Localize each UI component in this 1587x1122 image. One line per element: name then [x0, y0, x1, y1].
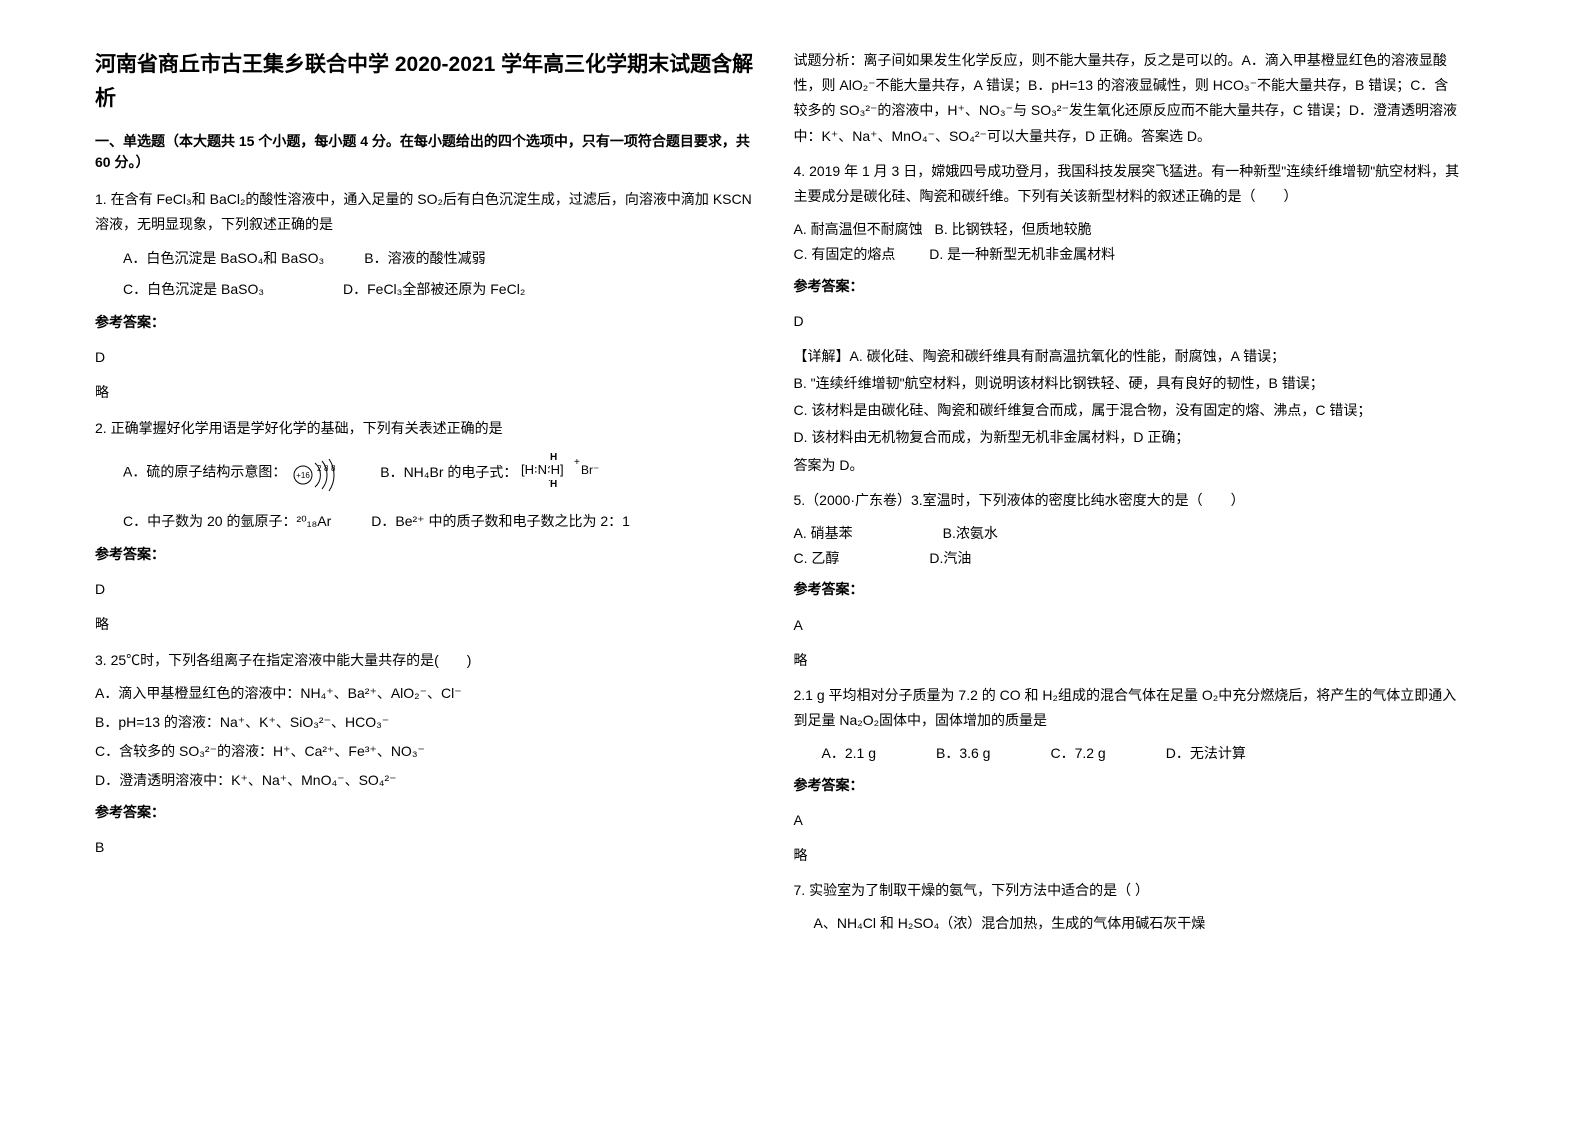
question-6: 2.1 g 平均相对分子质量为 7.2 的 CO 和 H₂组成的混合气体在足量 …: [794, 683, 1463, 868]
left-column: 河南省商丘市古王集乡联合中学 2020-2021 学年高三化学期末试题含解析 一…: [95, 48, 794, 1074]
q5-explanation: 略: [794, 648, 1463, 673]
q5-optB: B.浓氨水: [943, 521, 998, 546]
svg-text:+: +: [574, 457, 580, 468]
q5-answer-label: 参考答案：: [794, 577, 1463, 602]
q6-text: 2.1 g 平均相对分子质量为 7.2 的 CO 和 H₂组成的混合气体在足量 …: [794, 683, 1463, 733]
q6-answer-label: 参考答案：: [794, 773, 1463, 798]
q6-optB: B．3.6 g: [936, 741, 990, 766]
q4-exp5: 答案为 D。: [794, 453, 1463, 478]
q2-optA: A．硫的原子结构示意图： +16 2 8 8: [123, 451, 340, 495]
q3-optB: B．pH=13 的溶液：Na⁺、K⁺、SiO₃²⁻、HCO₃⁻: [95, 710, 764, 735]
q3-text: 3. 25℃时，下列各组离子在指定溶液中能大量共存的是( ): [95, 648, 764, 673]
q2-optC: C．中子数为 20 的氩原子：²⁰₁₈Ar: [123, 509, 331, 534]
q6-optD: D．无法计算: [1166, 741, 1246, 766]
q1-explanation: 略: [95, 380, 764, 405]
q3-optD: D．澄清透明溶液中：K⁺、Na⁺、MnO₄⁻、SO₄²⁻: [95, 768, 764, 793]
q2-optA-text: A．硫的原子结构示意图：: [123, 463, 286, 479]
q7-text: 7. 实验室为了制取干燥的氨气，下列方法中适合的是（ ）: [794, 878, 1463, 903]
q4-answer-label: 参考答案：: [794, 274, 1463, 299]
q5-row1: A. 硝基苯 B.浓氨水: [794, 521, 1463, 546]
q4-optC: C. 有固定的熔点: [794, 246, 896, 262]
q3-answer: B: [95, 835, 764, 860]
section-header: 一、单选题（本大题共 15 个小题，每小题 4 分。在每小题给出的四个选项中，只…: [95, 131, 764, 173]
exam-title: 河南省商丘市古王集乡联合中学 2020-2021 学年高三化学期末试题含解析: [95, 48, 764, 115]
svg-text:[H꞉N꞉H]: [H꞉N꞉H]: [521, 462, 564, 477]
q1-optA: A．白色沉淀是 BaSO₄和 BaSO₃: [123, 246, 324, 271]
q4-row2: C. 有固定的熔点 D. 是一种新型无机非金属材料: [794, 242, 1463, 267]
q2-options: A．硫的原子结构示意图： +16 2 8 8: [95, 449, 764, 534]
svg-text:2: 2: [317, 464, 322, 473]
question-1: 1. 在含有 FeCl₃和 BaCl₂的酸性溶液中，通入足量的 SO₂后有白色沉…: [95, 187, 764, 405]
right-column: 试题分析：离子间如果发生化学反应，则不能大量共存，反之是可以的。A．滴入甲基橙显…: [794, 48, 1493, 1074]
svg-text:‥: ‥: [548, 474, 553, 483]
q4-text: 4. 2019 年 1 月 3 日，嫦娥四号成功登月，我国科技发展突飞猛进。有一…: [794, 159, 1463, 209]
q5-optA: A. 硝基苯: [794, 521, 853, 546]
q3-explanation: 试题分析：离子间如果发生化学反应，则不能大量共存，反之是可以的。A．滴入甲基橙显…: [794, 48, 1463, 149]
q5-row2: C. 乙醇 D.汽油: [794, 546, 1463, 571]
svg-text:8: 8: [331, 464, 336, 473]
q1-options: A．白色沉淀是 BaSO₄和 BaSO₃ B．溶液的酸性减弱 C．白色沉淀是 B…: [95, 246, 764, 302]
svg-text:‥: ‥: [548, 460, 553, 469]
q2-optB: B．NH₄Br 的电子式： [H꞉N꞉H] H H ‥ ‥ + Br⁻: [380, 449, 603, 497]
question-4: 4. 2019 年 1 月 3 日，嫦娥四号成功登月，我国科技发展突飞猛进。有一…: [794, 159, 1463, 478]
q2-text: 2. 正确掌握好化学用语是学好化学的基础，下列有关表述正确的是: [95, 416, 764, 441]
q6-optC: C．7.2 g: [1050, 741, 1105, 766]
q5-optD: D.汽油: [929, 546, 971, 571]
q4-optA: A. 耐高温但不耐腐蚀: [794, 221, 923, 237]
q2-explanation: 略: [95, 612, 764, 637]
q4-exp3: C. 该材料是由碳化硅、陶瓷和碳纤维复合而成，属于混合物，没有固定的熔、沸点，C…: [794, 398, 1463, 423]
svg-text:Br⁻: Br⁻: [581, 463, 599, 477]
svg-text:+16: +16: [296, 471, 310, 480]
q3-answer-label: 参考答案：: [95, 800, 764, 825]
q2-optB-text: B．NH₄Br 的电子式：: [380, 463, 517, 479]
q3-optC: C．含较多的 SO₃²⁻的溶液：H⁺、Ca²⁺、Fe³⁺、NO₃⁻: [95, 739, 764, 764]
q4-exp2: B. "连续纤维增韧"航空材料，则说明该材料比钢铁轻、硬，具有良好的韧性，B 错…: [794, 371, 1463, 396]
q4-exp4: D. 该材料由无机物复合而成，为新型无机非金属材料，D 正确；: [794, 425, 1463, 450]
q3-optA: A．滴入甲基橙显红色的溶液中：NH₄⁺、Ba²⁺、AlO₂⁻、Cl⁻: [95, 681, 764, 706]
question-3: 3. 25℃时，下列各组离子在指定溶液中能大量共存的是( ) A．滴入甲基橙显红…: [95, 648, 764, 860]
svg-text:8: 8: [324, 464, 329, 473]
q2-answer: D: [95, 577, 764, 602]
q4-optD: D. 是一种新型无机非金属材料: [929, 246, 1115, 262]
q1-answer: D: [95, 345, 764, 370]
q4-row1: A. 耐高温但不耐腐蚀 B. 比钢铁轻，但质地较脆: [794, 217, 1463, 242]
q7-optA: A、NH₄Cl 和 H₂SO₄（浓）混合加热，生成的气体用碱石灰干燥: [794, 911, 1463, 936]
q6-answer: A: [794, 808, 1463, 833]
q1-answer-label: 参考答案：: [95, 310, 764, 335]
q2-answer-label: 参考答案：: [95, 542, 764, 567]
question-7: 7. 实验室为了制取干燥的氨气，下列方法中适合的是（ ） A、NH₄Cl 和 H…: [794, 878, 1463, 936]
question-5: 5.（2000·广东卷）3.室温时，下列液体的密度比纯水密度大的是（ ） A. …: [794, 488, 1463, 673]
q1-optB: B．溶液的酸性减弱: [364, 246, 544, 271]
q1-optD: D．FeCl₃全部被还原为 FeCl₂: [343, 277, 525, 302]
atom-structure-icon: +16 2 8 8: [290, 451, 340, 495]
q5-answer: A: [794, 613, 1463, 638]
q2-optD: D．Be²⁺ 中的质子数和电子数之比为 2：1: [371, 509, 630, 534]
question-2: 2. 正确掌握好化学用语是学好化学的基础，下列有关表述正确的是 A．硫的原子结构…: [95, 416, 764, 638]
q6-optA: A．2.1 g: [822, 741, 876, 766]
q6-options: A．2.1 g B．3.6 g C．7.2 g D．无法计算: [794, 741, 1463, 766]
electron-formula-icon: [H꞉N꞉H] H H ‥ ‥ + Br⁻: [521, 449, 603, 497]
q4-optB: B. 比钢铁轻，但质地较脆: [935, 221, 1092, 237]
q1-text: 1. 在含有 FeCl₃和 BaCl₂的酸性溶液中，通入足量的 SO₂后有白色沉…: [95, 187, 764, 237]
q5-text: 5.（2000·广东卷）3.室温时，下列液体的密度比纯水密度大的是（ ）: [794, 488, 1463, 513]
q4-exp1: 【详解】A. 碳化硅、陶瓷和碳纤维具有耐高温抗氧化的性能，耐腐蚀，A 错误；: [794, 344, 1463, 369]
q5-optC: C. 乙醇: [794, 546, 840, 571]
q1-optC: C．白色沉淀是 BaSO₃: [123, 277, 303, 302]
q6-explanation: 略: [794, 843, 1463, 868]
q4-answer: D: [794, 309, 1463, 334]
